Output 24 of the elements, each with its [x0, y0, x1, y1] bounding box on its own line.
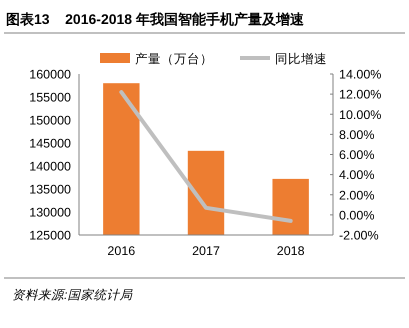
y-tick-label: 160000 [29, 68, 72, 82]
y-tick-label: 125000 [29, 228, 72, 242]
y2-tick-label: 12.00% [339, 88, 382, 102]
text: 资料来源:国家统计局 [12, 288, 134, 302]
y2-tick-label: 8.00% [339, 128, 374, 142]
y2-tick-label: 2.00% [339, 188, 374, 202]
y-tick-label: 140000 [29, 160, 72, 174]
y-tick-label: 155000 [29, 90, 72, 104]
x-tick-label: 2018 [276, 244, 305, 258]
x-tick-label: 2017 [192, 244, 220, 258]
y-tick-label: 150000 [29, 114, 72, 128]
y-tick-label: 135000 [29, 182, 72, 196]
y-tick-label: 130000 [29, 206, 72, 220]
x-tick-label: 2016 [107, 244, 136, 258]
y2-tick-label: 10.00% [339, 108, 382, 122]
y2-tick-label: -2.00% [339, 228, 379, 242]
y-tick-label: 145000 [29, 136, 72, 150]
y2-tick-label: 0.00% [339, 208, 374, 222]
legend-label: 产量（万台） [135, 52, 213, 66]
legend-label: 同比增速 [275, 52, 327, 66]
y2-tick-label: 6.00% [339, 148, 374, 162]
y2-tick-label: 14.00% [339, 68, 382, 82]
y2-tick-label: 4.00% [339, 168, 374, 182]
chart-title: 图表13 2016-2018 年我国智能手机产量及增速 [6, 11, 305, 27]
